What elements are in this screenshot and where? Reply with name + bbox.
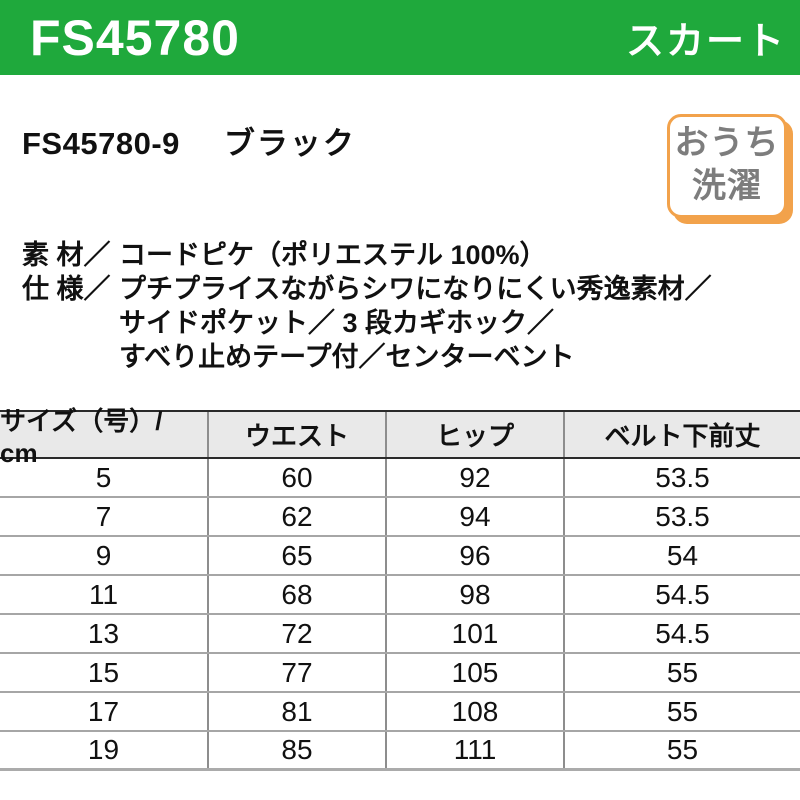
cell-hip: 108 [385, 693, 563, 730]
table-row: 9 65 96 54 [0, 537, 800, 576]
cell-front-length: 54 [563, 537, 800, 574]
cell-waist: 62 [207, 498, 385, 535]
cell-front-length: 53.5 [563, 498, 800, 535]
material-value: コードピケ（ポリエステル 100%） [119, 240, 547, 270]
cell-waist: 77 [207, 654, 385, 691]
column-header-waist: ウエスト [207, 412, 385, 457]
table-row: 15 77 105 55 [0, 654, 800, 693]
table-row: 11 68 98 54.5 [0, 576, 800, 615]
cell-waist: 65 [207, 537, 385, 574]
cell-hip: 92 [385, 459, 563, 496]
material-row: 素 材／ コードピケ（ポリエステル 100%） [22, 238, 782, 272]
table-row: 5 60 92 53.5 [0, 459, 800, 498]
variant-code: FS45780-9 [22, 126, 180, 161]
material-label: 素 材／ [22, 240, 111, 270]
cell-front-length: 53.5 [563, 459, 800, 496]
cell-hip: 96 [385, 537, 563, 574]
color-name: ブラック [223, 126, 356, 161]
cell-size: 13 [87, 617, 120, 649]
column-header-front-length: ベルト下前丈 [563, 412, 800, 457]
spec-line-1: プチプライスながらシワになりにくい秀逸素材／ [119, 274, 712, 304]
cell-hip: 101 [385, 615, 563, 652]
table-row: 13 72 101 54.5 [0, 615, 800, 654]
table-row: 7 62 94 53.5 [0, 498, 800, 537]
size-table: サイズ（号）/ cm ウエスト ヒップ ベルト下前丈 5 60 92 53.5 … [0, 405, 800, 771]
spec-line-2: サイドポケット／ 3 段カギホック／ [119, 308, 555, 338]
variant-line: FS45780-9 ブラック [22, 118, 356, 163]
cell-waist: 81 [207, 693, 385, 730]
cell-front-length: 54.5 [563, 615, 800, 652]
cell-front-length: 55 [563, 693, 800, 730]
product-category: スカート [625, 21, 786, 63]
size-table-header-row: サイズ（号）/ cm ウエスト ヒップ ベルト下前丈 [0, 405, 800, 468]
cell-hip: 105 [385, 654, 563, 691]
cell-size: 15 [87, 656, 120, 688]
cell-front-length: 54.5 [563, 576, 800, 613]
cell-size: 19 [87, 734, 120, 765]
wash-badge-line1: おうち [674, 124, 780, 162]
product-code: FS45780 [30, 9, 240, 66]
spec-label: 仕 様／ [22, 274, 111, 304]
home-wash-badge: おうち 洗濯 [667, 114, 787, 218]
spec-row: 仕 様／ プチプライスながらシワになりにくい秀逸素材／ サイドポケット／ 3 段… [22, 272, 782, 374]
cell-size: 7 [95, 500, 112, 532]
header-bar: FS45780 スカート [0, 0, 800, 75]
cell-waist: 85 [207, 732, 385, 768]
spec-line-3: すべり止めテープ付／センターベント [119, 342, 575, 372]
spec-value: プチプライスながらシワになりにくい秀逸素材／ サイドポケット／ 3 段カギホック… [119, 272, 782, 374]
cell-waist: 68 [207, 576, 385, 613]
cell-hip: 94 [385, 498, 563, 535]
wash-badge-line2: 洗濯 [692, 167, 762, 205]
cell-waist: 60 [207, 459, 385, 496]
cell-size: 11 [88, 578, 119, 610]
spec-block: 素 材／ コードピケ（ポリエステル 100%） 仕 様／ プチプライスながらシワ… [22, 238, 782, 374]
table-row: 17 81 108 55 [0, 693, 800, 732]
column-header-size: サイズ（号）/ cm [0, 405, 163, 468]
cell-size: 9 [95, 539, 112, 571]
cell-hip: 98 [385, 576, 563, 613]
cell-size: 17 [87, 695, 120, 727]
table-row: 19 85 111 55 [0, 732, 800, 771]
cell-size: 5 [95, 461, 112, 493]
cell-front-length: 55 [563, 732, 800, 768]
cell-waist: 72 [207, 615, 385, 652]
cell-front-length: 55 [563, 654, 800, 691]
cell-hip: 111 [385, 732, 563, 768]
column-header-hip: ヒップ [385, 412, 563, 457]
